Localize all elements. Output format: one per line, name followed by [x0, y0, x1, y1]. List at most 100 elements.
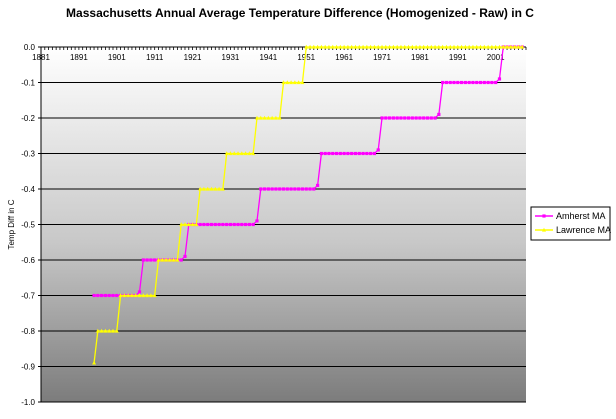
data-point [387, 116, 392, 120]
data-point [372, 151, 377, 156]
data-point [201, 186, 206, 191]
data-point [410, 44, 415, 49]
data-point [467, 44, 472, 49]
data-point [304, 187, 308, 191]
data-point [349, 44, 354, 49]
data-point [455, 44, 460, 49]
data-point [505, 44, 510, 49]
data-point [425, 116, 430, 120]
data-point [221, 222, 225, 227]
data-point [474, 44, 479, 49]
data-point [126, 293, 131, 298]
data-point [198, 186, 203, 191]
data-point [114, 328, 119, 333]
data-point [406, 44, 411, 49]
data-point [156, 257, 161, 262]
data-point [516, 44, 521, 49]
data-point [406, 116, 411, 120]
x-tick-label: 1981 [411, 53, 429, 62]
data-point [220, 186, 225, 191]
data-point [285, 80, 290, 85]
data-point [293, 187, 297, 191]
x-tick-label: 1921 [184, 53, 202, 62]
data-point [482, 44, 487, 49]
data-point [236, 151, 241, 156]
data-point [277, 115, 282, 120]
data-point [296, 80, 301, 85]
data-point [319, 151, 323, 156]
data-point [148, 293, 153, 298]
data-point [300, 187, 305, 191]
data-point [118, 293, 123, 298]
data-point [323, 151, 327, 156]
data-point [418, 116, 422, 120]
y-axis-label: Temp Diff in C [7, 199, 16, 249]
data-point [475, 80, 479, 85]
data-point [361, 44, 366, 49]
x-tick-label: 1941 [259, 53, 277, 62]
data-point [497, 77, 502, 81]
data-point [357, 151, 361, 156]
data-point [403, 116, 407, 120]
data-point [319, 44, 324, 49]
data-point [391, 44, 396, 49]
y-tick-label: -0.5 [21, 221, 35, 230]
data-point [145, 293, 150, 298]
data-point [100, 293, 104, 298]
series-lawrence-ma [92, 44, 525, 365]
data-point [115, 293, 119, 298]
data-point [236, 222, 240, 227]
data-point [315, 44, 320, 49]
data-point [239, 151, 244, 156]
data-point [331, 151, 335, 156]
x-tick-label: 1991 [449, 53, 467, 62]
data-point [368, 44, 373, 49]
data-point [441, 80, 445, 85]
data-point [421, 44, 426, 49]
data-point [384, 116, 388, 120]
y-tick-label: -0.1 [21, 79, 35, 88]
data-point [213, 222, 217, 227]
data-point [266, 187, 270, 191]
data-point [425, 44, 430, 49]
data-point [414, 44, 419, 49]
x-tick-label: 1951 [297, 53, 315, 62]
data-point [164, 257, 169, 262]
data-point [334, 151, 339, 156]
data-point [285, 187, 289, 191]
data-point [490, 80, 494, 85]
data-point [338, 151, 342, 156]
data-point [380, 44, 385, 49]
y-tick-label: -0.8 [21, 327, 35, 336]
data-point [224, 151, 229, 156]
data-point [402, 44, 407, 49]
data-point [501, 44, 506, 49]
data-point [361, 151, 365, 156]
x-tick-label: 2001 [487, 53, 505, 62]
data-point [247, 222, 251, 227]
data-point [312, 187, 316, 191]
data-point [194, 222, 199, 227]
data-point [110, 328, 115, 333]
data-point [327, 151, 331, 156]
x-tick-label: 1901 [108, 53, 126, 62]
data-point [410, 116, 414, 120]
data-point [376, 44, 381, 49]
data-point [179, 222, 184, 227]
x-tick-label: 1961 [335, 53, 353, 62]
data-point [262, 115, 267, 120]
data-point [395, 44, 400, 49]
data-point [292, 80, 297, 85]
data-point [387, 44, 392, 49]
y-tick-label: -0.6 [21, 256, 35, 265]
data-point [99, 328, 104, 333]
data-point [486, 80, 490, 85]
data-point [152, 293, 157, 298]
data-point [342, 151, 346, 156]
legend: Amherst MA Lawrence MA [530, 206, 611, 241]
data-point [433, 44, 438, 49]
y-tick-label: -0.3 [21, 150, 35, 159]
data-point [160, 257, 165, 262]
data-point [228, 151, 233, 156]
data-point [289, 187, 293, 191]
